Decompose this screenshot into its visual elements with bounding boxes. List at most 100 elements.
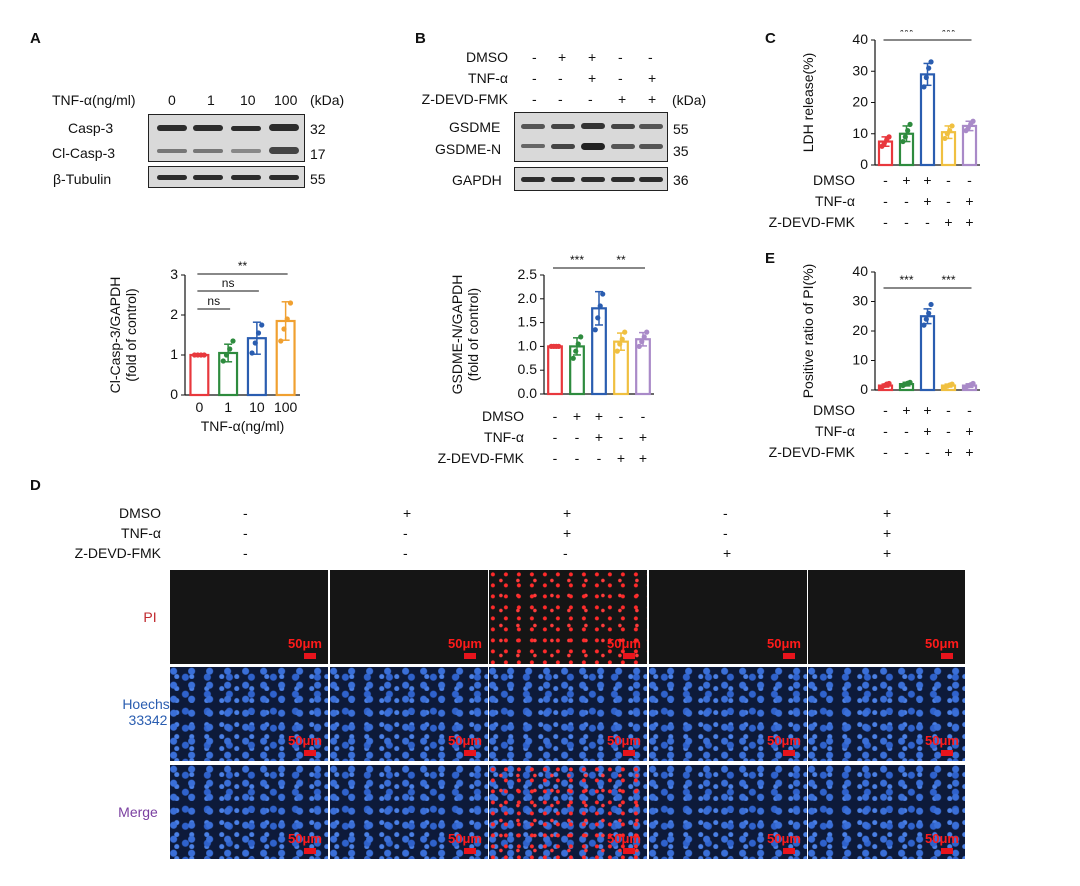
treatment-sign: - xyxy=(967,402,972,418)
treatment-sign: + xyxy=(639,429,647,445)
blot-band xyxy=(551,177,575,182)
data-point xyxy=(227,346,233,352)
treatment-sign: - xyxy=(618,70,623,86)
panel-a-treatment-label: TNF-α(ng/ml) xyxy=(52,92,136,108)
treatment-sign: + xyxy=(883,525,892,541)
treatment-sign: + xyxy=(639,450,647,466)
panel-a-label: A xyxy=(30,30,41,47)
treatment-sign: + xyxy=(558,49,567,65)
blot-band xyxy=(639,124,663,129)
significance-label: *** xyxy=(899,273,913,287)
data-point xyxy=(886,380,892,387)
y-tick-label: 10 xyxy=(852,125,868,141)
blot-band xyxy=(231,126,261,131)
micrograph-pi: 50μm xyxy=(330,570,488,664)
treatment-sign: + xyxy=(588,49,597,65)
blot-band xyxy=(581,143,605,150)
data-point xyxy=(949,381,955,387)
data-point xyxy=(595,315,601,321)
kda-gapdh: 36 xyxy=(673,172,689,188)
data-point xyxy=(907,121,913,127)
y-tick-label: 0 xyxy=(860,381,868,397)
row-label-hoechst-line2: 33342 xyxy=(128,712,168,728)
y-axis-title: Positive ratio of PI(%) xyxy=(800,264,816,399)
scale-bar xyxy=(941,848,953,854)
treatment-sign: - xyxy=(883,402,888,418)
chart-cl-casp3-ratio: 0 1 2 3 Cl-Casp-3/GAPDH(fold of control) nsns… xyxy=(107,259,300,434)
western-blot-gsdme xyxy=(514,112,668,162)
blot-band xyxy=(157,149,187,153)
micrograph-merge: 50μm xyxy=(808,765,965,859)
y-tick-label: 2 xyxy=(170,306,178,322)
data-point xyxy=(600,291,606,297)
scale-bar xyxy=(464,848,476,854)
significance-label: ** xyxy=(616,255,626,267)
treatment-sign: + xyxy=(965,193,973,209)
data-point xyxy=(284,316,290,322)
blot-band xyxy=(521,177,545,182)
y-tick-label: 2.5 xyxy=(518,266,538,282)
row-label-hoechst: Hoechst 33342 xyxy=(108,696,188,728)
y-axis-title: LDH release(%) xyxy=(800,53,816,153)
panel-d-label: D xyxy=(30,477,41,494)
data-point xyxy=(902,134,908,140)
y-tick-label: 1.0 xyxy=(518,337,538,353)
treatment-sign: + xyxy=(618,91,627,107)
data-point xyxy=(592,327,598,333)
data-point xyxy=(252,340,258,346)
data-point xyxy=(259,322,265,328)
y-tick-label: 40 xyxy=(852,263,868,279)
data-point xyxy=(230,338,236,344)
scale-bar-label: 50μm xyxy=(925,831,959,846)
x-tick-label: 100 xyxy=(274,399,298,415)
scale-bar xyxy=(783,848,795,854)
micrograph-pi: 50μm xyxy=(489,570,647,664)
treatment-sign: - xyxy=(648,49,653,65)
data-point xyxy=(942,135,948,142)
significance-label: *** xyxy=(941,30,955,39)
micrograph-hoechst: 50μm xyxy=(489,667,647,761)
y-axis-title: Cl-Casp-3/GAPDH(fold of control) xyxy=(107,277,139,394)
treatment-row-label: TNF-α xyxy=(468,70,508,86)
treatment-sign: - xyxy=(553,450,558,466)
scale-bar xyxy=(623,653,635,659)
treatment-sign: + xyxy=(965,214,973,230)
data-point xyxy=(614,348,620,354)
treatment-sign: + xyxy=(588,70,597,86)
blot-band xyxy=(269,175,299,180)
treatment-sign: - xyxy=(563,545,568,561)
treatment-sign: - xyxy=(925,214,930,230)
data-point xyxy=(639,339,645,345)
significance-label: ns xyxy=(222,276,235,290)
treatment-sign: - xyxy=(904,214,909,230)
treatment-row-label: DMSO xyxy=(482,408,524,424)
micrograph-hoechst: 50μm xyxy=(808,667,965,761)
panel-e-label: E xyxy=(765,250,776,267)
treatment-sign: - xyxy=(619,408,624,424)
chart-gsdme-n-ratio: 0.0 0.5 1.0 1.5 2.0 2.5 GSDME-N/GAPDH(fold of … xyxy=(438,255,654,466)
kda-cl-casp3: 17 xyxy=(310,146,326,162)
data-point xyxy=(249,350,255,356)
blot-band xyxy=(231,175,261,180)
treatment-sign: + xyxy=(573,408,581,424)
treatment-sign: + xyxy=(648,91,657,107)
significance-label: ** xyxy=(238,259,248,273)
treatment-sign: + xyxy=(902,402,910,418)
significance-label: *** xyxy=(941,273,955,287)
data-point xyxy=(287,300,294,306)
scale-bar xyxy=(464,750,476,756)
treatment-sign: + xyxy=(944,444,952,460)
scale-bar xyxy=(941,653,953,659)
micrograph-merge: 50μm xyxy=(489,765,647,859)
x-axis-label: TNF-α(ng/ml) xyxy=(201,418,285,434)
treatment-sign: - xyxy=(883,444,888,460)
panel-a-dose-3: 100 xyxy=(274,92,298,108)
panel-a-kda-label: (kDa) xyxy=(310,92,345,108)
treatment-sign: - xyxy=(723,505,728,521)
blot-band xyxy=(157,125,187,131)
treatment-sign: + xyxy=(965,444,973,460)
treatment-row-label: DMSO xyxy=(119,505,161,521)
treatment-sign: - xyxy=(946,402,951,418)
y-tick-label: 20 xyxy=(852,322,868,338)
